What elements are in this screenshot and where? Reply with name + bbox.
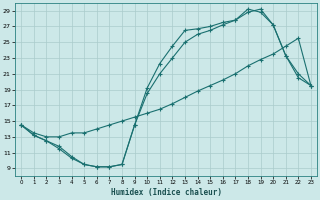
- X-axis label: Humidex (Indice chaleur): Humidex (Indice chaleur): [111, 188, 221, 197]
